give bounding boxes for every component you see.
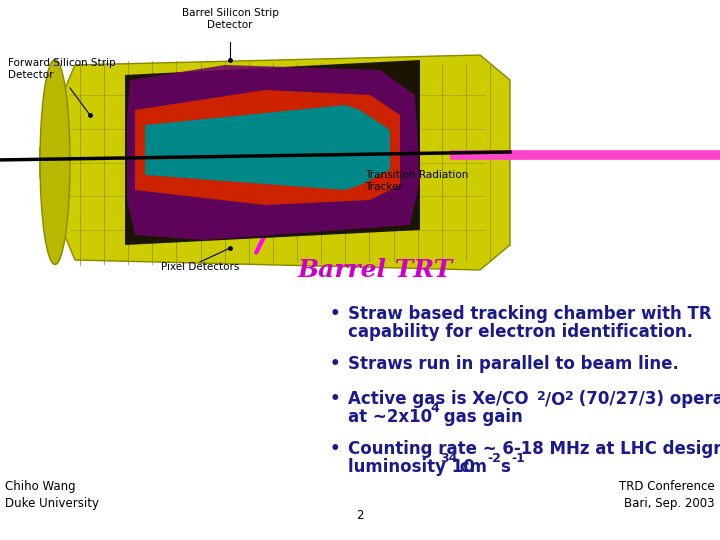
Text: (70/27/3) operated: (70/27/3) operated [573,390,720,408]
Text: Barrel TRT: Barrel TRT [298,258,454,282]
Polygon shape [125,60,420,245]
Text: Straws run in parallel to beam line.: Straws run in parallel to beam line. [348,355,679,373]
Text: •: • [330,305,341,323]
Text: 2: 2 [356,509,364,522]
Ellipse shape [40,59,70,265]
Text: Chiho Wang
Duke University: Chiho Wang Duke University [5,480,99,510]
Text: 4: 4 [430,402,438,415]
Text: at ~2x10: at ~2x10 [348,408,432,426]
Text: 2: 2 [565,390,574,403]
Text: Straw based tracking chamber with TR: Straw based tracking chamber with TR [348,305,711,323]
Text: 34: 34 [440,452,457,465]
Polygon shape [145,105,390,190]
Polygon shape [127,65,420,240]
Polygon shape [135,90,400,205]
Text: -2: -2 [487,452,501,465]
Text: 2: 2 [537,390,546,403]
Text: capability for electron identification.: capability for electron identification. [348,323,693,341]
Text: -1: -1 [511,452,525,465]
Text: /O: /O [545,390,565,408]
Text: •: • [330,390,341,408]
Text: Forward Silicon Strip
Detector: Forward Silicon Strip Detector [8,58,116,80]
Polygon shape [40,55,510,270]
Text: Counting rate ~ 6-18 MHz at LHC design: Counting rate ~ 6-18 MHz at LHC design [348,440,720,458]
Text: TRD Conference
Bari, Sep. 2003: TRD Conference Bari, Sep. 2003 [619,480,715,510]
Text: •: • [330,440,341,458]
Text: s: s [500,458,510,476]
Text: luminosity 10: luminosity 10 [348,458,474,476]
Text: gas gain: gas gain [438,408,523,426]
Text: Barrel Silicon Strip
Detector: Barrel Silicon Strip Detector [181,8,279,30]
Text: •: • [330,355,341,373]
Text: cm: cm [454,458,487,476]
Text: Active gas is Xe/CO: Active gas is Xe/CO [348,390,528,408]
Text: Transition Radiation
Tracker: Transition Radiation Tracker [365,170,469,192]
Text: Pixel Detectors: Pixel Detectors [161,262,239,272]
